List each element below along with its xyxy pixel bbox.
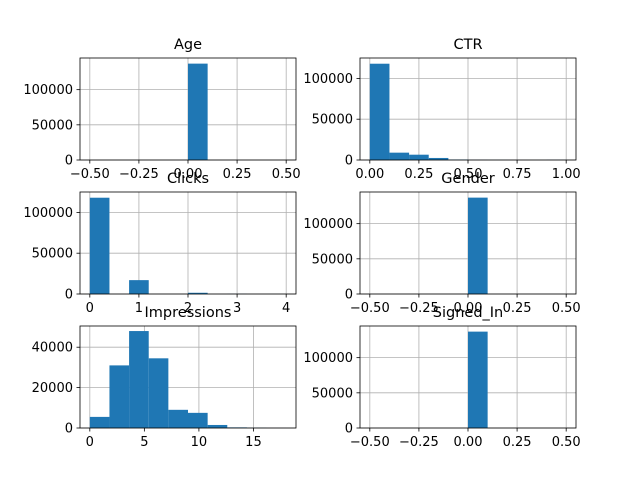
y-tick-label: 0 <box>65 288 73 303</box>
histogram-bar <box>129 280 149 294</box>
y-tick-label: 0 <box>345 422 353 437</box>
histogram-bar <box>188 63 208 160</box>
x-tick-label: 0.00 <box>174 167 203 182</box>
x-tick-label: 5 <box>140 435 148 450</box>
x-tick-label: 4 <box>282 301 290 316</box>
histogram-bar <box>129 331 149 428</box>
x-tick-label: 0.25 <box>223 167 252 182</box>
x-tick-label: 10 <box>191 435 208 450</box>
x-tick-label: 0.50 <box>552 435 581 450</box>
x-tick-label: 0.50 <box>272 167 301 182</box>
subplot-title: CTR <box>453 37 482 53</box>
subplot-title: Signed_In <box>433 305 503 321</box>
y-tick-label: 0 <box>65 422 73 437</box>
x-tick-label: 0.50 <box>552 301 581 316</box>
histogram-bar <box>389 152 410 160</box>
y-tick-label: 50000 <box>32 118 73 133</box>
y-tick-label: 0 <box>345 154 353 169</box>
x-tick-label: 0.00 <box>355 167 384 182</box>
x-tick-label: 15 <box>245 435 262 450</box>
y-tick-label: 100000 <box>303 351 353 366</box>
y-tick-label: 0 <box>65 154 73 169</box>
subplot-title: Clicks <box>167 171 209 187</box>
subplot-title: Age <box>174 37 202 53</box>
histogram-bar <box>109 365 130 428</box>
x-tick-label: −0.25 <box>119 167 159 182</box>
subplot-2: 0.00 0.25 0.50 0.75 1.00 0 50000 100000 CTR <box>303 37 580 182</box>
subplot-6: −0.50 −0.25 0.00 0.25 0.50 0 50000 100000 Signed… <box>303 305 580 450</box>
x-tick-label: 2 <box>184 301 192 316</box>
y-tick-label: 50000 <box>312 252 353 267</box>
y-tick-label: 100000 <box>23 206 73 221</box>
x-tick-label: 0.50 <box>454 167 483 182</box>
y-tick-label: 20000 <box>32 381 73 396</box>
axes-frame <box>79 325 297 429</box>
subplot-title: Impressions <box>145 305 232 321</box>
histogram-bar <box>207 424 228 428</box>
y-tick-label: 50000 <box>312 386 353 401</box>
x-tick-label: −0.50 <box>350 435 390 450</box>
x-tick-label: −0.50 <box>70 167 110 182</box>
histogram-bar <box>468 197 488 294</box>
x-tick-label: 0 <box>86 435 94 450</box>
y-tick-label: 100000 <box>23 83 73 98</box>
y-tick-label: 50000 <box>312 113 353 128</box>
histogram-bar <box>89 197 110 294</box>
histogram-bar <box>369 63 390 160</box>
x-tick-label: 0 <box>86 301 94 316</box>
subplot-1: −0.50 −0.25 0.00 0.25 0.50 0 50000 100000 Age <box>23 37 300 182</box>
histogram-bar <box>409 154 429 160</box>
x-tick-label: 0.75 <box>503 167 532 182</box>
subplot-4: −0.50 −0.25 0.00 0.25 0.50 0 50000 100000 Gender <box>303 171 580 316</box>
x-tick-label: 1.00 <box>552 167 581 182</box>
x-tick-label: −0.25 <box>399 435 439 450</box>
y-tick-label: 50000 <box>32 247 73 262</box>
x-tick-label: −0.50 <box>350 301 390 316</box>
subplot-5: 0 5 10 15 0 20000 40000 Impressions <box>32 305 297 450</box>
histogram-bar <box>188 292 208 294</box>
x-tick-label: −0.25 <box>399 301 439 316</box>
histogram-bar <box>468 331 488 428</box>
histogram-bar <box>148 358 169 428</box>
histogram-bar <box>168 409 188 428</box>
histogram-bar <box>188 412 208 428</box>
x-tick-label: 0.00 <box>454 301 483 316</box>
y-tick-label: 40000 <box>32 341 73 356</box>
x-tick-label: 0.25 <box>404 167 433 182</box>
x-tick-label: 0.00 <box>454 435 483 450</box>
histogram-bar <box>428 157 449 160</box>
subplot-3: 0 1 2 3 4 0 50000 100000 Clicks <box>23 171 297 316</box>
x-tick-label: 3 <box>233 301 241 316</box>
x-tick-label: 1 <box>135 301 143 316</box>
y-tick-label: 100000 <box>303 72 353 87</box>
subplot-title: Gender <box>441 171 494 187</box>
y-tick-label: 0 <box>345 288 353 303</box>
y-tick-label: 100000 <box>303 217 353 232</box>
histogram-bar <box>89 416 110 428</box>
x-tick-label: 0.25 <box>503 301 532 316</box>
x-tick-label: 0.25 <box>503 435 532 450</box>
